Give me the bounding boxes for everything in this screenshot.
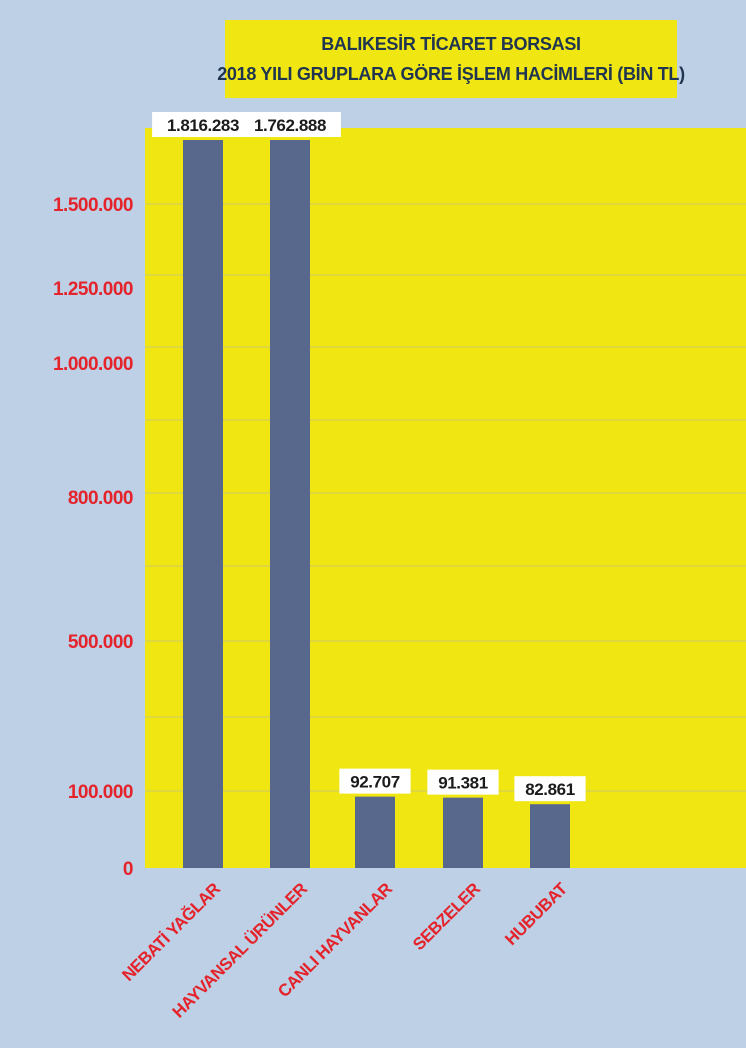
value-label: 92.707 [350,773,400,792]
value-label-box [514,776,586,802]
y-axis-ticks: 0 100.000 500.000 800.000 1.000.000 1.250.000… [53,195,134,880]
y-tick-label: 1.000.000 [53,354,133,375]
bar [530,804,570,868]
y-tick-label: 500.000 [68,632,133,653]
y-tick-label: 100.000 [68,782,133,803]
bar [183,140,223,868]
y-tick-label: 1.500.000 [53,195,133,216]
value-label-box [239,112,341,137]
chart-title: BALIKESİR TİCARET BORSASI [321,34,581,54]
value-label-box [427,769,499,795]
y-tick-label: 800.000 [68,488,133,509]
bar [443,797,483,868]
y-tick-label: 0 [123,859,133,880]
y-tick-label: 1.250.000 [53,279,133,300]
bar [270,140,310,868]
chart-title-box: BALIKESİR TİCARET BORSASI 2018 YILI GRUP… [217,20,685,98]
bars [183,140,570,868]
value-label: 1.762.888 [254,116,326,135]
value-labels: 1.816.283 1.762.888 92.707 91.381 82.861 [152,112,586,802]
value-label-box [152,112,254,137]
value-label: 1.816.283 [167,116,239,135]
category-label: HUBUBAT [501,879,571,949]
bar [355,796,395,868]
chart-subtitle: 2018 YILI GRUPLARA GÖRE İŞLEM HACİMLERİ … [217,64,685,84]
value-label: 82.861 [525,780,575,799]
value-label: 91.381 [438,774,488,793]
value-label-box [339,768,411,794]
category-label: SEBZELER [409,879,484,954]
plot-area [145,128,746,868]
grid-lines [145,203,746,792]
